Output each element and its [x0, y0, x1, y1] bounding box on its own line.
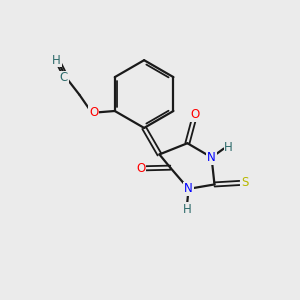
- Text: O: O: [136, 162, 146, 175]
- Text: C: C: [60, 71, 68, 84]
- Text: O: O: [89, 106, 98, 119]
- Text: O: O: [190, 108, 200, 121]
- Text: N: N: [207, 151, 216, 164]
- Text: N: N: [184, 182, 193, 195]
- Text: H: H: [52, 53, 61, 67]
- Text: H: H: [183, 203, 191, 216]
- Text: H: H: [224, 141, 233, 154]
- Text: S: S: [241, 176, 248, 190]
